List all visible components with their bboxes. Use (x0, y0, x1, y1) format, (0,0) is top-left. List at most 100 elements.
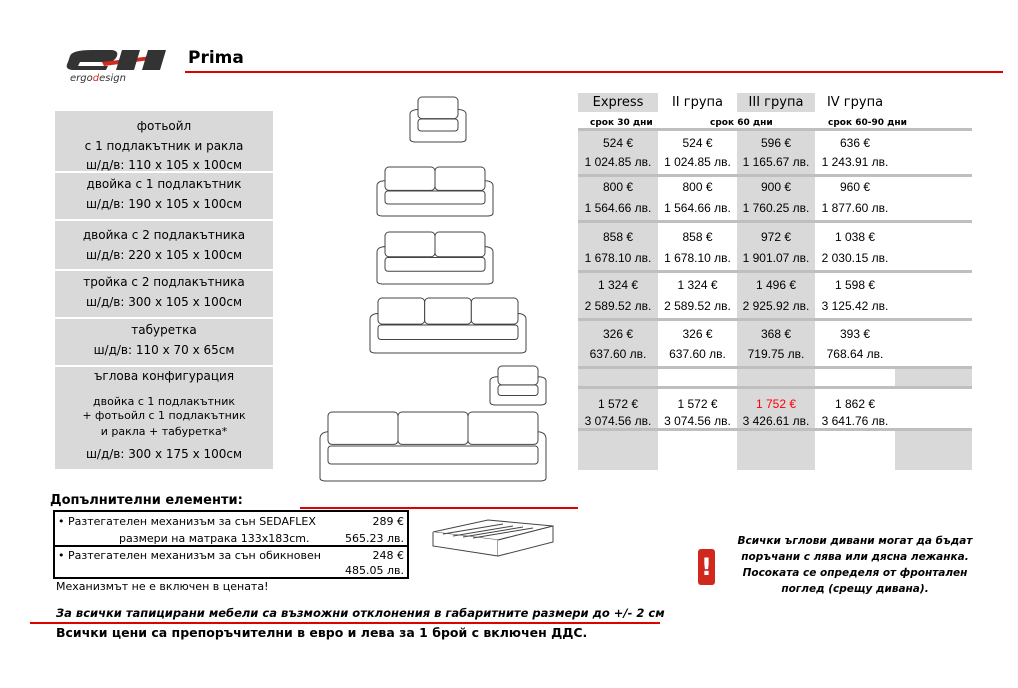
price-bgn: 1 165.67 лв. (742, 155, 810, 169)
price-eur: 1 598 € (834, 278, 876, 292)
column-header: Express (578, 93, 658, 112)
row-divider (578, 128, 972, 131)
column-shade (737, 130, 815, 470)
term-label: срок 60 дни (710, 118, 773, 128)
product-line: ш/д/в: 190 х 105 х 100см (85, 197, 243, 211)
svg-text:ergodesign: ergodesign (70, 73, 126, 84)
price-eur: 636 € (839, 136, 871, 150)
product-line: тройка с 2 подлакътника (83, 275, 245, 289)
price-bgn: 637.60 лв. (669, 347, 726, 361)
price-bgn: 1 564.66 лв. (584, 201, 652, 215)
price-eur: 972 € (760, 230, 792, 244)
price-bgn: 2 589.52 лв. (664, 299, 731, 313)
price-eur: 326 € (682, 327, 713, 341)
price-eur: 1 038 € (834, 230, 876, 244)
row-divider (578, 174, 972, 177)
corner-sofa-drawing (319, 411, 547, 482)
product-line: + фотьойл с 1 подлакътник (82, 409, 246, 422)
row-divider (578, 220, 972, 223)
row-divider (578, 386, 972, 389)
column-header: II група (671, 95, 724, 110)
price-eur: 1 324 € (597, 278, 639, 292)
product-label: тройка с 2 подлакътника ш/д/в: 300 х 105 … (55, 271, 273, 317)
price-bgn: 1 024.85 лв. (664, 155, 731, 169)
tolerance-note: За всички тапицирани мебели са възможни … (56, 606, 665, 620)
price-eur: 393 € (839, 327, 871, 341)
price-eur: 1 572 € (677, 397, 718, 411)
price-eur: 800 € (602, 180, 634, 194)
extras-heading: Допълнителни елементи: (50, 493, 243, 508)
cell-shade (895, 430, 972, 470)
price-bgn: 1 901.07 лв. (742, 251, 810, 265)
price-eur: 326 € (602, 327, 634, 341)
price-bgn: 719.75 лв. (747, 347, 805, 361)
price-bgn: 1 678.10 лв. (584, 251, 652, 265)
product-label: двойка с 1 подлакътник ш/д/в: 190 х 105 х… (55, 173, 273, 219)
product-line: табуретка (131, 323, 197, 337)
product-line: ш/д/в: 300 х 105 х 100см (85, 295, 243, 309)
price-bgn: 1 243.91 лв. (821, 155, 889, 169)
product-line: и ракла + табуретка* (100, 425, 228, 438)
price-eur: 596 € (760, 136, 792, 150)
product-line: двойка с 1 подлакътник (93, 395, 235, 408)
product-line: фотьойл (136, 119, 192, 133)
extras-redline (300, 507, 578, 509)
product-line: с 1 подлакътник и ракла (84, 139, 244, 153)
price-bgn: 2 030.15 лв. (821, 251, 889, 265)
product-line: двойка с 2 подлакътника (82, 228, 246, 242)
extra-item: • Разтегателен механизъм за сън SEDAFLEX… (53, 510, 409, 547)
column-header: IV група (826, 95, 884, 110)
price-eur: 800 € (682, 180, 713, 194)
price-eur: 524 € (602, 136, 634, 150)
price-bgn: 2 925.92 лв. (742, 299, 810, 313)
product-line: двойка с 1 подлакътник (86, 177, 242, 191)
product-line: ъглова конфигурация (93, 369, 235, 383)
corner-armchair-drawing (489, 365, 547, 406)
loveseat-two-arms-drawing (376, 231, 494, 285)
row-divider (578, 428, 972, 431)
term-label: срок 60-90 дни (828, 118, 907, 128)
price-bgn: 1 760.25 лв. (742, 201, 810, 215)
row-divider (578, 366, 972, 369)
title-underline (185, 71, 1003, 73)
price-eur: 524 € (682, 136, 713, 150)
price-bgn: 637.60 лв. (589, 347, 647, 361)
column-shade (578, 130, 658, 470)
price-eur: 900 € (760, 180, 792, 194)
price-bgn: 3 074.56 лв. (584, 414, 652, 428)
price-eur: 1 752 € (755, 397, 797, 411)
product-label: ъглова конфигурация двойка с 1 подлакътни… (55, 367, 273, 469)
row-divider (578, 318, 972, 321)
price-eur: 1 496 € (755, 278, 797, 292)
armchair-drawing (409, 96, 467, 143)
product-label: табуретка ш/д/в: 110 х 70 х 65см (55, 319, 273, 365)
footer-redline (30, 622, 660, 624)
price-bgn: 1 564.66 лв. (664, 201, 731, 215)
product-label: двойка с 2 подлакътника ш/д/в: 220 х 105 … (55, 221, 273, 269)
three-seater-drawing (369, 297, 527, 354)
price-bgn: 768.64 лв. (826, 347, 884, 361)
price-bgn: 3 125.42 лв. (821, 299, 889, 313)
ergodesign-logo: ergodesign (66, 50, 166, 84)
price-bgn: 2 589.52 лв. (584, 299, 652, 313)
page-title: Prima (188, 48, 244, 68)
prices-note: Всички цени са препоръчителни в евро и л… (56, 625, 588, 640)
price-bgn: 1 678.10 лв. (664, 251, 731, 265)
price-eur: 1 572 € (597, 397, 639, 411)
product-label: фотьойл с 1 подлакътник и ракла ш/д/в: 110… (55, 111, 273, 172)
price-bgn: 3 074.56 лв. (664, 414, 731, 428)
price-bgn: 1 024.85 лв. (584, 155, 652, 169)
product-line: ш/д/в: 300 х 175 х 100см (85, 447, 243, 461)
price-eur: 960 € (839, 180, 871, 194)
price-eur: 1 862 € (834, 397, 876, 411)
price-eur: 1 324 € (677, 278, 718, 292)
product-line: ш/д/в: 220 х 105 х 100см (85, 248, 243, 262)
sofa-bed-mechanism-drawing (432, 519, 554, 557)
price-eur: 858 € (682, 230, 713, 244)
price-bgn: 1 877.60 лв. (821, 201, 889, 215)
price-eur: 858 € (602, 230, 634, 244)
product-line: ш/д/в: 110 х 70 х 65см (93, 343, 235, 357)
price-bgn: 3 426.61 лв. (742, 414, 810, 428)
row-divider (578, 270, 972, 273)
